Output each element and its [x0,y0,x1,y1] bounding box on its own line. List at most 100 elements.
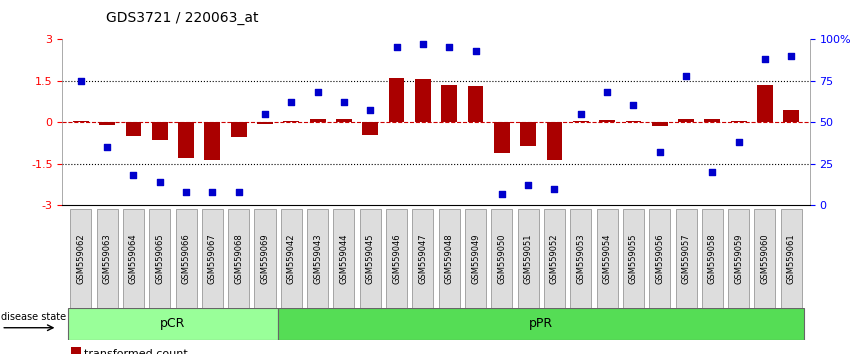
Bar [704,119,721,122]
Text: GSM559065: GSM559065 [155,233,165,284]
Point [521,183,535,188]
Text: GSM559054: GSM559054 [603,233,611,284]
FancyBboxPatch shape [228,209,249,309]
Point [258,111,272,116]
Point [574,111,588,116]
Point [311,89,325,95]
Text: GSM559056: GSM559056 [656,233,664,284]
FancyBboxPatch shape [70,209,91,309]
FancyBboxPatch shape [597,209,617,309]
Text: GSM559053: GSM559053 [576,233,585,284]
Text: GDS3721 / 220063_at: GDS3721 / 220063_at [106,11,258,25]
Point [416,41,430,47]
Text: GSM559063: GSM559063 [102,233,112,284]
Bar [126,122,141,136]
FancyBboxPatch shape [202,209,223,309]
Text: GSM559048: GSM559048 [444,233,454,284]
FancyBboxPatch shape [570,209,591,309]
Point [74,78,87,83]
Point [758,56,772,62]
Point [600,89,614,95]
FancyBboxPatch shape [123,209,144,309]
Bar [257,122,273,124]
Bar [204,122,220,160]
Bar [625,121,642,122]
Bar [731,121,746,122]
FancyBboxPatch shape [491,209,513,309]
Text: GSM559044: GSM559044 [339,233,348,284]
FancyBboxPatch shape [307,209,328,309]
Point [469,48,482,53]
Bar [442,85,457,122]
Point [364,108,378,113]
FancyBboxPatch shape [439,209,460,309]
Text: GSM559047: GSM559047 [418,233,428,284]
Point [232,189,246,195]
FancyBboxPatch shape [386,209,407,309]
Point [547,186,561,192]
Bar [230,122,247,137]
Bar [415,79,430,122]
FancyBboxPatch shape [781,209,802,309]
Bar [757,85,772,122]
Text: GSM559057: GSM559057 [682,233,690,284]
Point [100,144,114,150]
Text: GSM559059: GSM559059 [734,233,743,284]
FancyBboxPatch shape [278,308,805,340]
Text: GSM559058: GSM559058 [708,233,717,284]
Text: transformed count: transformed count [84,349,188,354]
Point [706,169,720,175]
FancyBboxPatch shape [544,209,565,309]
Text: disease state: disease state [1,312,67,322]
Bar [178,122,194,158]
FancyBboxPatch shape [701,209,723,309]
Point [785,53,798,58]
FancyBboxPatch shape [623,209,644,309]
Text: GSM559042: GSM559042 [287,233,296,284]
Text: GSM559050: GSM559050 [497,233,507,284]
Text: pCR: pCR [160,318,185,330]
FancyBboxPatch shape [176,209,197,309]
Bar [336,119,352,122]
Text: GSM559062: GSM559062 [76,233,85,284]
Point [626,103,640,108]
Bar [389,78,404,122]
Point [152,179,166,185]
FancyBboxPatch shape [68,308,278,340]
Text: GSM559055: GSM559055 [629,233,638,284]
Bar [599,120,615,122]
Text: pPR: pPR [529,318,553,330]
Text: GSM559043: GSM559043 [313,233,322,284]
Point [732,139,746,145]
Text: GSM559045: GSM559045 [365,233,375,284]
Text: GSM559067: GSM559067 [208,233,216,284]
Bar [652,122,668,126]
Bar [362,122,378,135]
FancyBboxPatch shape [518,209,539,309]
FancyBboxPatch shape [255,209,275,309]
FancyBboxPatch shape [359,209,381,309]
FancyBboxPatch shape [97,209,118,309]
Bar [784,110,799,122]
FancyBboxPatch shape [728,209,749,309]
Bar [520,122,536,146]
Point [494,191,508,196]
Text: GSM559046: GSM559046 [392,233,401,284]
Text: GSM559051: GSM559051 [524,233,533,284]
Text: GSM559061: GSM559061 [787,233,796,284]
Point [679,73,693,78]
Point [390,45,404,50]
Point [284,99,298,105]
Point [179,189,193,195]
Point [126,172,140,178]
Text: GSM559064: GSM559064 [129,233,138,284]
FancyBboxPatch shape [281,209,302,309]
Text: GSM559049: GSM559049 [471,233,480,284]
FancyBboxPatch shape [754,209,775,309]
Bar [152,122,168,140]
FancyBboxPatch shape [675,209,696,309]
Text: GSM559052: GSM559052 [550,233,559,284]
Bar [73,121,88,122]
Bar [494,122,510,153]
Text: GSM559060: GSM559060 [760,233,770,284]
